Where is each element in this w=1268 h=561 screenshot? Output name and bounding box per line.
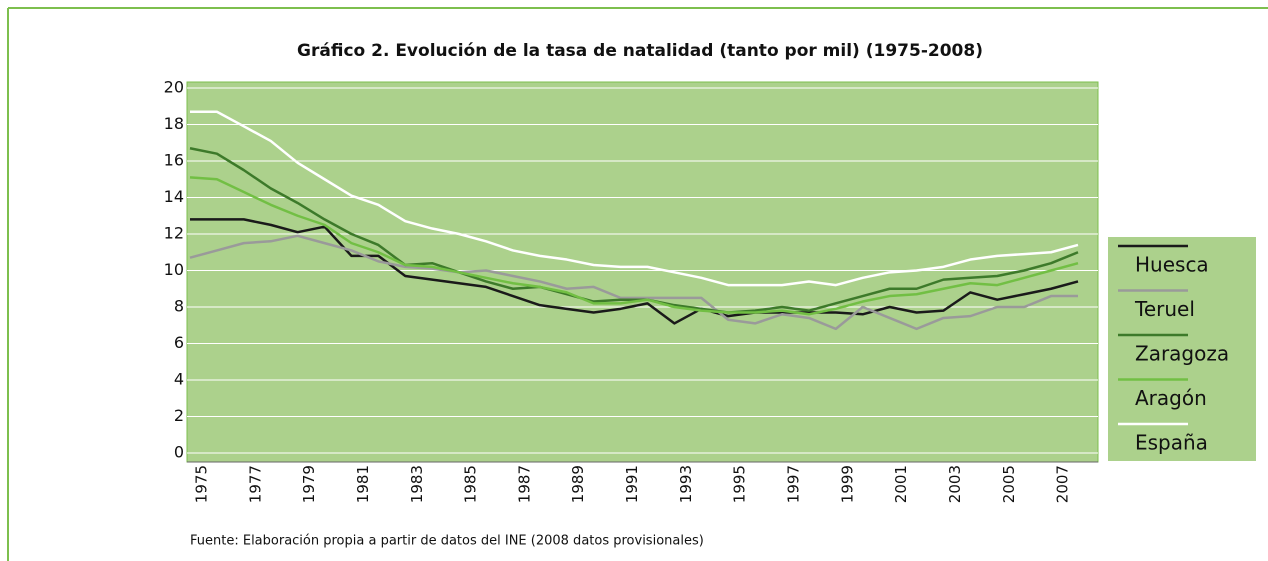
x-tick-label: 1985 (462, 465, 480, 503)
y-tick-label: 8 (174, 297, 184, 316)
series-line (189, 176, 1079, 316)
chart-title: Gráfico 2. Evolución de la tasa de natal… (297, 41, 983, 61)
legend-label: España (1135, 431, 1208, 455)
y-tick-label: 20 (164, 78, 184, 97)
x-tick-label: 2007 (1054, 465, 1072, 503)
y-tick-label: 18 (164, 114, 184, 133)
source-note: Fuente: Elaboración propia a partir de d… (190, 534, 704, 549)
x-tick-label: 1979 (300, 465, 318, 503)
legend-label: Aragón (1135, 386, 1207, 410)
x-tick-label: 1989 (569, 465, 587, 503)
y-tick-label: 0 (174, 443, 184, 462)
legend-label: Zaragoza (1135, 342, 1229, 366)
legend-label: Teruel (1134, 297, 1195, 321)
x-tick-label: 1977 (246, 465, 264, 503)
x-tick-label: 1987 (515, 465, 533, 503)
x-tick-label: 1999 (838, 465, 856, 503)
x-tick-label: 1991 (623, 465, 641, 503)
series-line (190, 110, 1079, 287)
x-tick-label: 2005 (1000, 465, 1018, 503)
y-tick-label: 16 (164, 151, 184, 170)
x-tick-label: 2003 (946, 465, 964, 503)
y-tick-label: 2 (174, 406, 184, 425)
x-tick-label: 2001 (892, 465, 910, 503)
x-tick-label: 1993 (677, 465, 695, 503)
series-line (190, 218, 1079, 325)
x-tick-label: 1997 (785, 465, 803, 503)
y-tick-label: 4 (174, 370, 184, 389)
y-tick-label: 6 (174, 333, 184, 352)
legend-label: Huesca (1135, 253, 1209, 277)
x-tick-label: 1981 (354, 465, 372, 503)
y-tick-label: 10 (164, 260, 184, 279)
series-line (189, 147, 1079, 314)
x-tick-label: 1975 (193, 465, 211, 503)
series-line (189, 234, 1078, 331)
x-tick-label: 1995 (731, 465, 749, 503)
y-tick-label: 14 (164, 187, 184, 206)
plot-background (186, 81, 1099, 463)
x-tick-label: 1983 (408, 465, 426, 503)
y-tick-label: 12 (164, 224, 184, 243)
